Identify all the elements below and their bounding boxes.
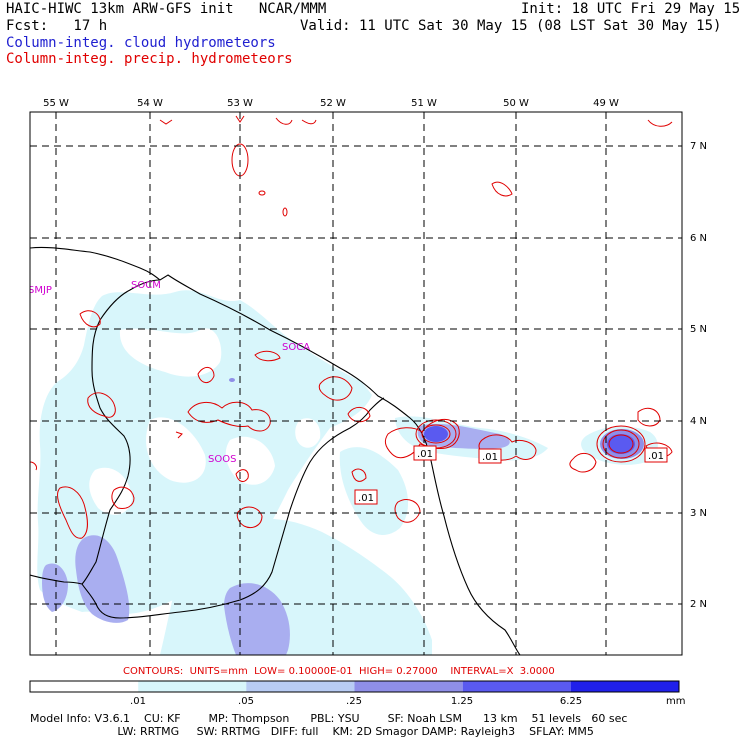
colorbar-tick: 1.25: [451, 696, 473, 707]
model-info-line2: LW: RRTMG SW: RRTMG DIFF: full KM: 2D Sm…: [30, 725, 594, 738]
station-label-soos: SOOS: [208, 454, 236, 465]
colorbar-tick: .05: [238, 696, 254, 707]
colorbar-segment: [570, 681, 679, 692]
valid-time: Valid: 11 UTC Sat 30 May 15 (08 LST Sat …: [300, 18, 722, 34]
colorbar-segment: [462, 681, 571, 692]
colorbar-segment: [246, 681, 355, 692]
cloud-shading-dense: [229, 378, 644, 459]
lon-label: 52 W: [320, 98, 346, 109]
contour-label: .01: [358, 493, 374, 504]
colorbar-segment: [30, 681, 139, 692]
coastline: [30, 246, 521, 655]
precip-contours: [30, 115, 673, 539]
map-frame: [29, 111, 683, 656]
contour-label: .01: [482, 452, 498, 463]
forecast-hour: Fcst: 17 h: [6, 18, 108, 34]
colorbar-segment: [138, 681, 247, 692]
map-panel: 55 W 54 W 53 W 52 W 51 W 50 W 49 W 7 N 6…: [28, 98, 707, 656]
colorbar-unit: mm: [666, 696, 685, 707]
colorbar-tick: .01: [130, 696, 146, 707]
contour-label: .01: [648, 451, 664, 462]
station-label-soca: SOCA: [282, 342, 310, 353]
lon-label: 50 W: [503, 98, 529, 109]
lon-label: 49 W: [593, 98, 619, 109]
colorbar-tick: .25: [346, 696, 362, 707]
station-label-smjp: SMJP: [28, 285, 52, 296]
cloud-shading-gaps: [89, 328, 321, 515]
plot-title: HAIC-HIWC 13km ARW-GFS init NCAR/MMM: [6, 1, 327, 17]
lat-label: 6 N: [690, 233, 707, 244]
model-info-line1: Model Info: V3.6.1 CU: KF MP: Thompson P…: [30, 712, 628, 725]
lat-label: 4 N: [690, 416, 707, 427]
graticule: [30, 112, 682, 655]
station-label-socm: SOCM: [131, 280, 161, 291]
lat-label: 7 N: [690, 141, 707, 152]
legend-cloud-hydrometeors: Column-integ. cloud hydrometeors: [6, 35, 276, 51]
lat-label: 5 N: [690, 324, 707, 335]
init-time: Init: 18 UTC Fri 29 May 15: [521, 1, 740, 17]
contours-info: CONTOURS: UNITS=mm LOW= 0.10000E-01 HIGH…: [123, 666, 555, 677]
lat-label: 2 N: [690, 599, 707, 610]
colorbar-tick: 6.25: [560, 696, 582, 707]
legend-precip-hydrometeors: Column-integ. precip. hydrometeors: [6, 51, 293, 67]
lon-label: 53 W: [227, 98, 253, 109]
lat-label: 3 N: [690, 508, 707, 519]
colorbar-segment: [354, 681, 463, 692]
lon-label: 55 W: [43, 98, 69, 109]
contour-value-labels: .01 .01 .01 .01: [354, 445, 668, 505]
lon-label: 54 W: [137, 98, 163, 109]
colorbar: .01 .05 .25 1.25 6.25 mm: [29, 680, 685, 707]
contour-label: .01: [417, 449, 433, 460]
lon-label: 51 W: [411, 98, 437, 109]
